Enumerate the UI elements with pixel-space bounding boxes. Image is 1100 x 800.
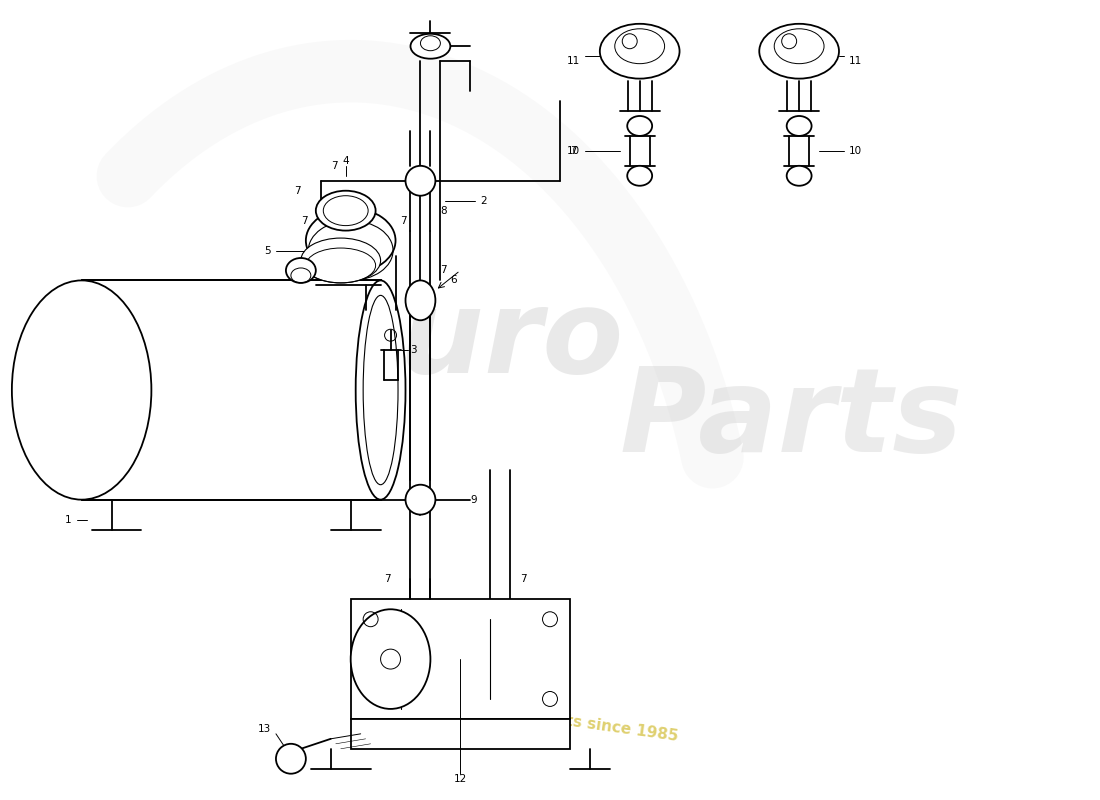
Bar	[81, 281, 381, 500]
Text: 6: 6	[450, 275, 456, 286]
Text: 7: 7	[301, 216, 308, 226]
Text: 5: 5	[264, 246, 271, 255]
Text: 12: 12	[453, 774, 466, 784]
Ellipse shape	[12, 281, 152, 500]
Ellipse shape	[406, 281, 436, 320]
Text: 4: 4	[342, 156, 349, 166]
Text: 7: 7	[570, 146, 576, 156]
Text: 8: 8	[440, 206, 447, 216]
Ellipse shape	[301, 238, 381, 283]
Ellipse shape	[276, 744, 306, 774]
Ellipse shape	[316, 190, 375, 230]
Ellipse shape	[355, 281, 406, 500]
Ellipse shape	[627, 116, 652, 136]
Ellipse shape	[786, 166, 812, 186]
Text: 7: 7	[400, 216, 407, 226]
Text: 2: 2	[481, 196, 487, 206]
Ellipse shape	[286, 258, 316, 283]
Bar	[351, 719, 570, 749]
Ellipse shape	[627, 166, 652, 186]
Text: Parts: Parts	[619, 362, 964, 478]
Text: 7: 7	[294, 186, 301, 196]
Text: euro: euro	[321, 282, 624, 398]
Ellipse shape	[600, 24, 680, 78]
Text: 10: 10	[566, 146, 580, 156]
Text: 11: 11	[566, 56, 580, 66]
Text: 11: 11	[849, 56, 862, 66]
Bar	[351, 599, 570, 719]
Ellipse shape	[786, 116, 812, 136]
Text: a passion for parts since 1985: a passion for parts since 1985	[421, 694, 679, 744]
Text: 1: 1	[65, 514, 72, 525]
Ellipse shape	[306, 208, 396, 273]
Text: 10: 10	[849, 146, 862, 156]
Text: 7: 7	[384, 574, 390, 584]
Text: 7: 7	[520, 574, 527, 584]
Text: 3: 3	[410, 345, 417, 355]
Ellipse shape	[759, 24, 839, 78]
Text: 7: 7	[331, 161, 338, 171]
Ellipse shape	[406, 485, 436, 514]
Text: 9: 9	[471, 494, 477, 505]
Ellipse shape	[410, 34, 450, 58]
Text: 13: 13	[257, 724, 271, 734]
Ellipse shape	[406, 166, 436, 196]
Ellipse shape	[351, 610, 430, 709]
Text: 7: 7	[440, 266, 447, 275]
